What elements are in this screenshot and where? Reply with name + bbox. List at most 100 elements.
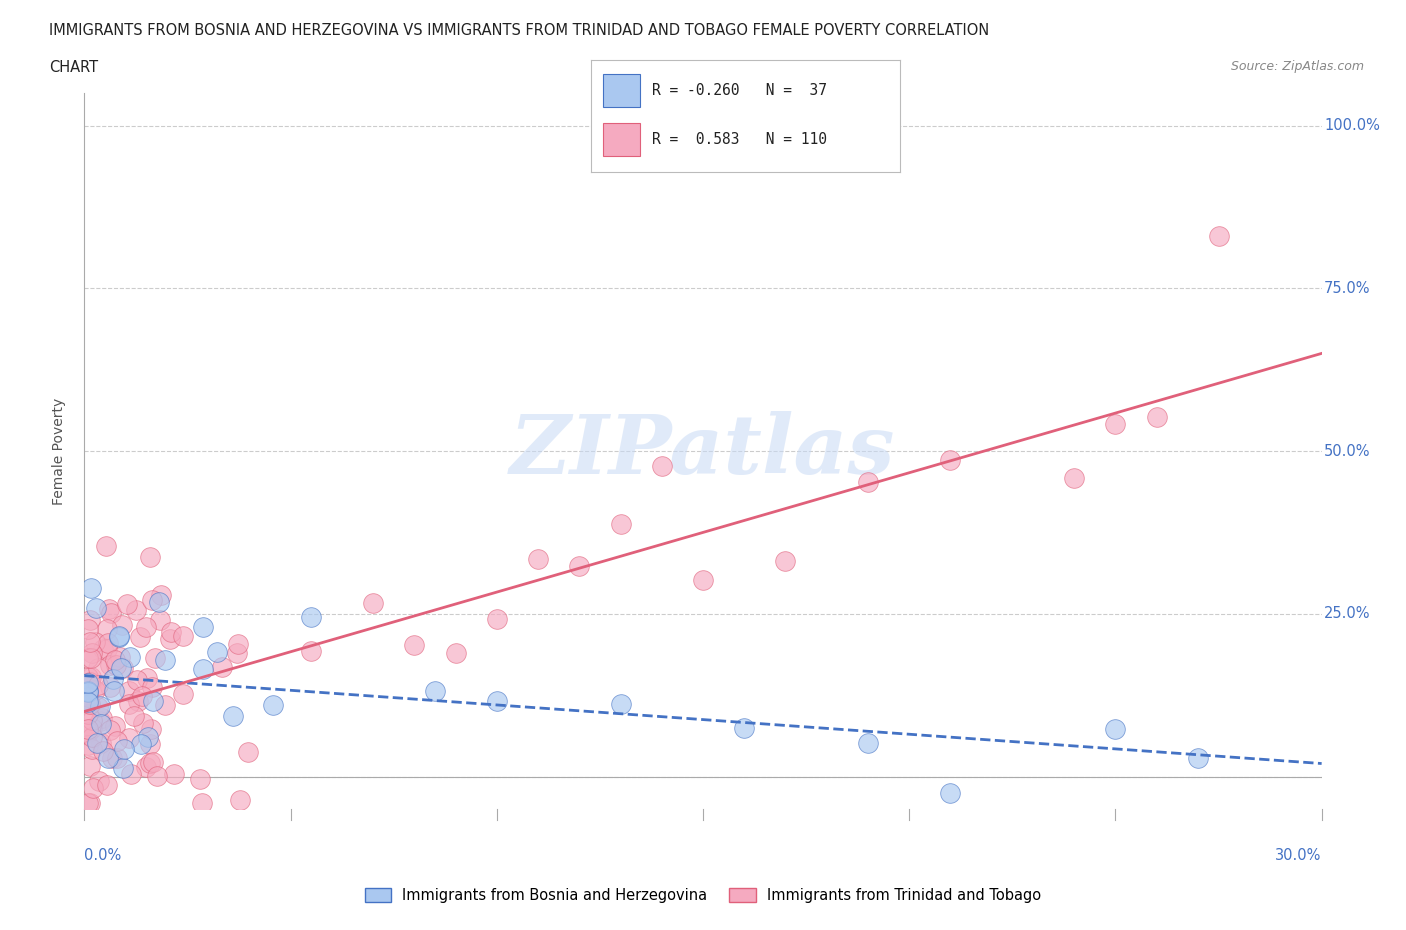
Point [87, 773, 110, 788]
Point [159, 625, 181, 640]
Point [153, 653, 176, 668]
Point [172, 686, 194, 701]
Point [299, 610, 322, 625]
Point [129, 630, 152, 644]
Point [80, 742, 103, 757]
Point [90, 716, 112, 731]
Point [404, 638, 426, 653]
Point [90, 736, 112, 751]
Point [856, 736, 879, 751]
Point [79, 697, 101, 711]
Point [120, 766, 142, 781]
Point [91, 744, 114, 759]
Point [77, 737, 100, 752]
Point [79, 634, 101, 649]
Point [89, 698, 111, 713]
Point [96, 622, 118, 637]
Point [139, 550, 162, 565]
Point [111, 660, 134, 675]
Point [222, 708, 245, 723]
Text: Source: ZipAtlas.com: Source: ZipAtlas.com [1230, 60, 1364, 73]
Point [229, 792, 252, 807]
Bar [603, 123, 640, 156]
Point [104, 658, 127, 672]
Point [856, 474, 879, 489]
Point [692, 573, 714, 588]
Point [77, 725, 100, 740]
Point [80, 729, 103, 744]
Point [1187, 751, 1209, 766]
Point [939, 452, 962, 467]
Point [733, 720, 755, 735]
Point [77, 675, 100, 690]
Point [112, 741, 135, 756]
Point [141, 592, 163, 607]
Text: 0.0%: 0.0% [84, 848, 121, 863]
Point [107, 630, 129, 644]
Point [84, 600, 107, 615]
Point [77, 707, 100, 722]
Text: ZIPatlas: ZIPatlas [510, 411, 896, 491]
Point [96, 642, 118, 657]
Point [77, 684, 100, 698]
Point [135, 760, 157, 775]
Text: R =  0.583   N = 110: R = 0.583 N = 110 [652, 132, 827, 147]
Point [193, 619, 215, 634]
Point [262, 698, 284, 712]
Point [83, 634, 105, 649]
Point [80, 721, 103, 736]
Point [86, 660, 108, 675]
Point [139, 737, 162, 751]
Point [97, 635, 120, 650]
Text: 75.0%: 75.0% [1324, 281, 1371, 296]
Point [77, 621, 100, 636]
Point [236, 744, 259, 759]
Point [101, 672, 124, 687]
Point [141, 679, 163, 694]
Text: 30.0%: 30.0% [1275, 848, 1322, 863]
Point [1063, 471, 1085, 485]
Text: CHART: CHART [49, 60, 98, 75]
Point [80, 650, 103, 665]
Point [118, 697, 141, 711]
Point [118, 649, 141, 664]
Point [100, 605, 122, 620]
Point [98, 679, 121, 694]
Point [146, 769, 169, 784]
Point [80, 670, 103, 684]
Point [149, 612, 172, 627]
Point [91, 642, 114, 657]
Point [142, 754, 165, 769]
Point [77, 651, 100, 666]
Legend: Immigrants from Bosnia and Herzegovina, Immigrants from Trinidad and Tobago: Immigrants from Bosnia and Herzegovina, … [359, 882, 1047, 909]
Point [188, 772, 211, 787]
Point [80, 646, 103, 661]
Point [104, 718, 127, 733]
Point [82, 781, 104, 796]
Point [111, 761, 134, 776]
Point [191, 661, 214, 676]
Point [153, 698, 176, 712]
Point [190, 795, 212, 810]
Point [485, 694, 508, 709]
Point [163, 766, 186, 781]
Point [111, 618, 134, 632]
Point [79, 675, 101, 690]
Point [142, 694, 165, 709]
Point [77, 684, 100, 699]
Point [159, 631, 181, 646]
Text: 100.0%: 100.0% [1324, 118, 1381, 133]
Point [103, 684, 125, 698]
Text: R = -0.260   N =  37: R = -0.260 N = 37 [652, 83, 827, 98]
Point [205, 644, 228, 659]
Point [1104, 417, 1126, 432]
Point [172, 629, 194, 644]
Point [136, 729, 159, 744]
Point [86, 700, 108, 715]
Point [939, 786, 962, 801]
Point [108, 649, 131, 664]
Point [132, 715, 155, 730]
Point [568, 559, 591, 574]
Point [609, 697, 631, 711]
Point [444, 645, 467, 660]
